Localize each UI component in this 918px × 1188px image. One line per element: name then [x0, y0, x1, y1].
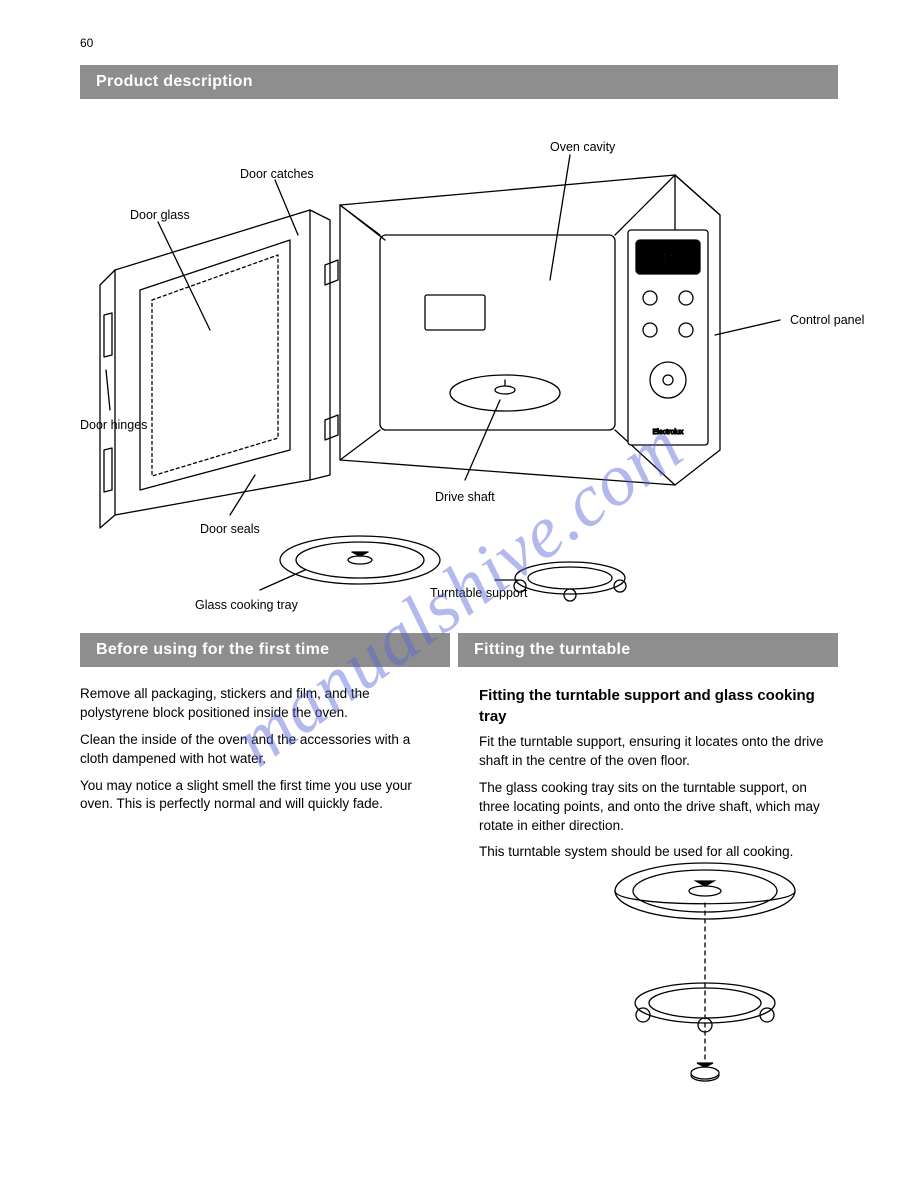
- callout-door-glass: Door glass: [130, 208, 190, 224]
- left-column: Remove all packaging, stickers and film,…: [80, 685, 439, 870]
- callout-door-catches: Door catches: [240, 167, 314, 183]
- callout-door-hinges: Door hinges: [80, 418, 147, 434]
- svg-text:Electrolux: Electrolux: [653, 429, 684, 436]
- para: Clean the inside of the oven and the acc…: [80, 731, 439, 769]
- section-bar-fitting-turntable: Fitting the turntable: [458, 633, 838, 667]
- callout-door-seals: Door seals: [200, 522, 260, 538]
- para: Remove all packaging, stickers and film,…: [80, 685, 439, 723]
- callout-turntable-support: Turntable support: [430, 586, 528, 602]
- microwave-diagram: 0:00 Electrolux: [80, 120, 840, 620]
- page-number: 60: [80, 36, 93, 50]
- page: 60 Product description 0:00: [0, 0, 918, 1188]
- para: Fit the turntable support, ensuring it l…: [479, 733, 838, 771]
- para: The glass cooking tray sits on the turnt…: [479, 779, 838, 836]
- para: You may notice a slight smell the first …: [80, 777, 439, 815]
- callout-oven-cavity: Oven cavity: [550, 140, 615, 156]
- callout-drive-shaft: Drive shaft: [435, 490, 495, 506]
- section-bar-product-description: Product description: [80, 65, 838, 99]
- turntable-assembly-diagram: [593, 843, 818, 1103]
- section-bar-before-first-use: Before using for the first time: [80, 633, 450, 667]
- sub-heading: Fitting the turntable support and glass …: [479, 685, 838, 727]
- callout-glass-cooking-tray: Glass cooking tray: [195, 598, 298, 614]
- svg-text:0:00: 0:00: [654, 249, 683, 263]
- callout-control-panel: Control panel: [790, 313, 864, 329]
